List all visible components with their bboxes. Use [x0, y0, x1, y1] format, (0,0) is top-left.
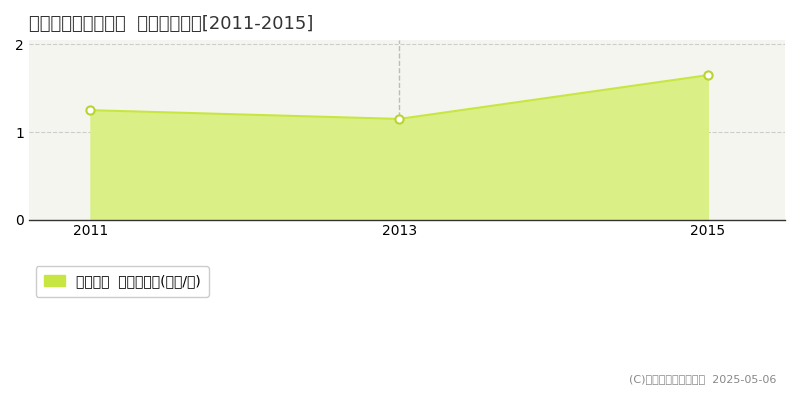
Point: [393, 116, 406, 122]
Text: (C)土地価格ドットコム  2025-05-06: (C)土地価格ドットコム 2025-05-06: [629, 374, 776, 384]
Point: [84, 107, 97, 113]
Text: 瀬戸内市邑久町福谷  土地価格推移[2011-2015]: 瀬戸内市邑久町福谷 土地価格推移[2011-2015]: [29, 15, 313, 33]
Legend: 土地価格  平均坤単価(万円/坤): 土地価格 平均坤単価(万円/坤): [36, 266, 209, 297]
Point: [702, 72, 714, 78]
